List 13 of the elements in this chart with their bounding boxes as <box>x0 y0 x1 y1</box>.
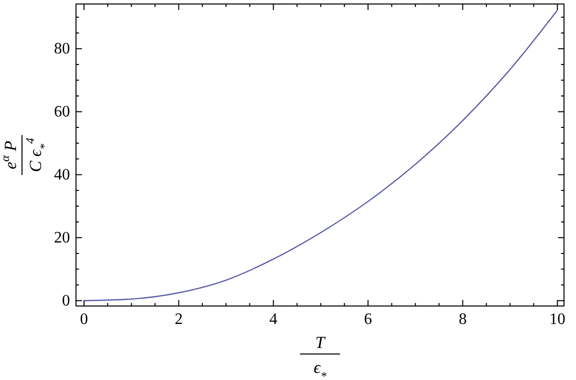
x-tick-label: 0 <box>80 311 88 328</box>
x-tick-label: 6 <box>364 311 372 328</box>
y-tick-label: 80 <box>54 40 70 58</box>
y-tick-label: 40 <box>54 166 70 184</box>
y-tick-label: 60 <box>54 104 70 121</box>
y-tick-label: 20 <box>54 230 70 247</box>
x-tick-label: 8 <box>458 311 467 328</box>
line-series <box>83 10 558 302</box>
y-tick-label: 0 <box>62 292 70 310</box>
x-tick-label: 2 <box>174 311 183 328</box>
x-axis-title: T ϵ$_{*}$ <box>314 333 326 380</box>
x-tick-label: 4 <box>269 311 278 328</box>
x-tick-label: 10 <box>549 311 566 328</box>
